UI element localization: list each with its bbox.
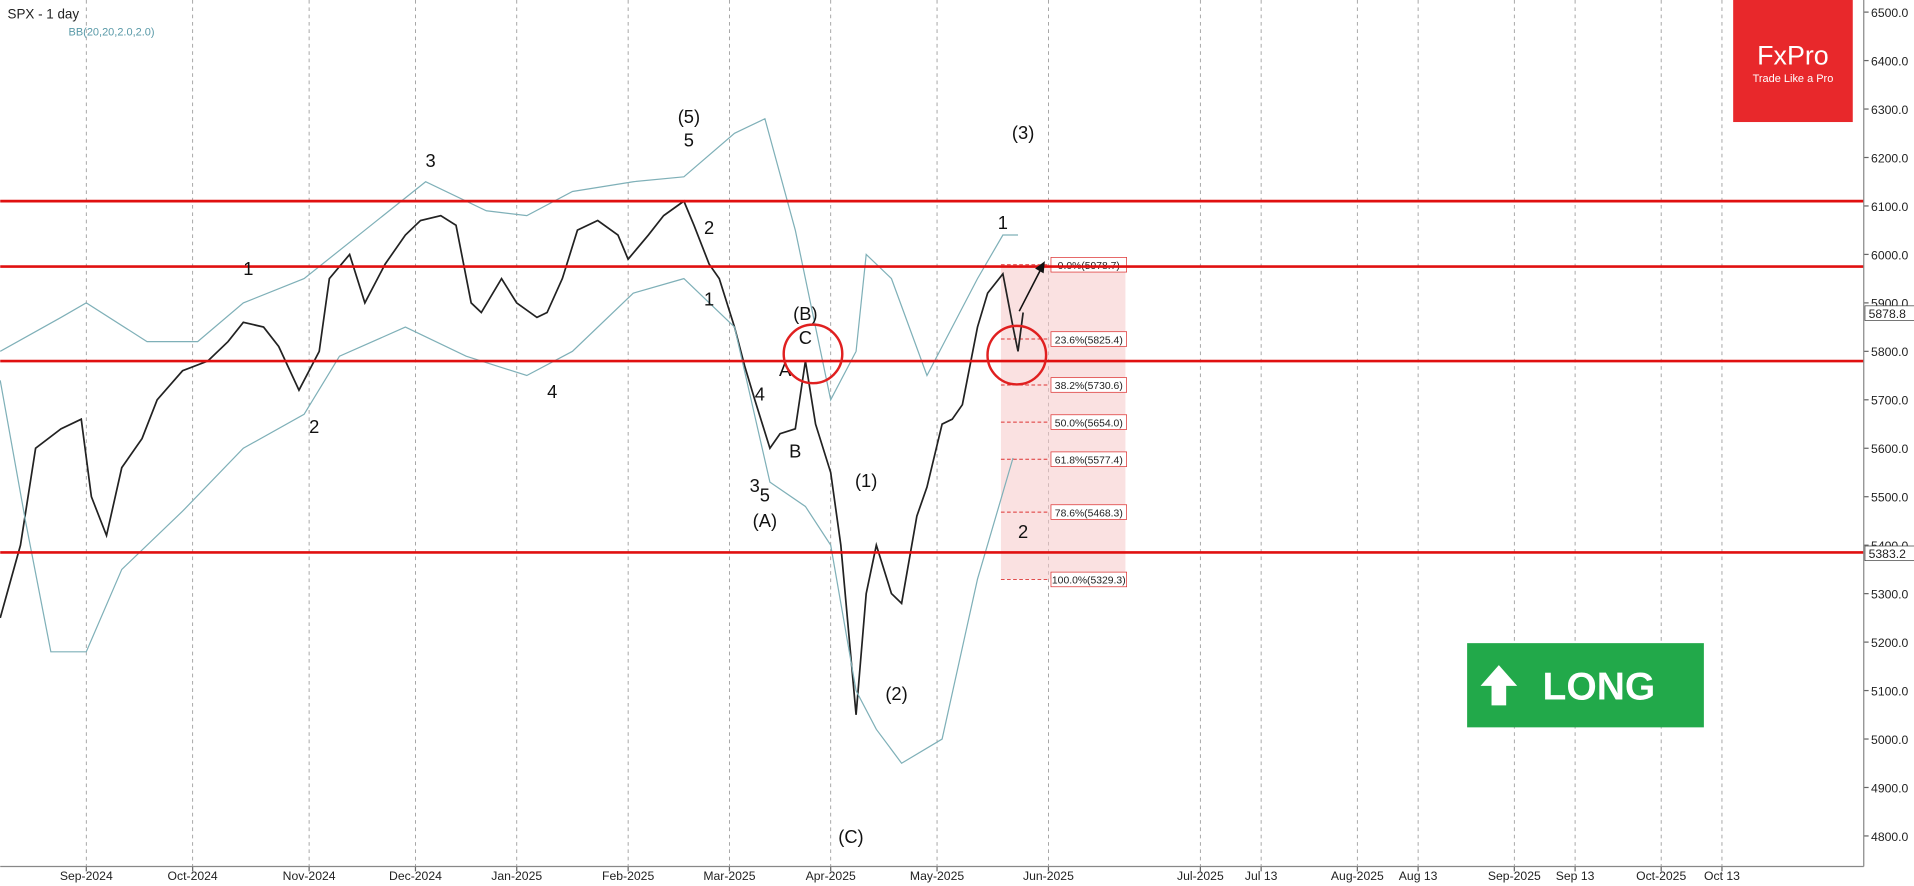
x-tick-label: Oct-2024 (168, 869, 218, 883)
wave-label: 1 (998, 212, 1008, 233)
bollinger-band (0, 117, 1019, 402)
price-tag-box (1864, 545, 1914, 562)
signal-arrow (1480, 665, 1518, 706)
x-tick-label: Oct 13 (1704, 869, 1740, 883)
wave-label: B (789, 440, 801, 461)
wave-label: 3 (750, 475, 760, 496)
fib-label-box (1050, 571, 1127, 588)
x-tick-label: Jun-2025 (1023, 869, 1074, 883)
y-tick-label: 5000.0 (1871, 733, 1908, 747)
wave-label: 1 (704, 288, 714, 309)
fib-label: 61.8%(5577.4) (1055, 455, 1123, 466)
y-tick-label: 5800.0 (1871, 345, 1908, 359)
wave-label: (B) (793, 303, 817, 324)
y-tick-label: 4800.0 (1871, 830, 1908, 844)
y-tick-label: 6100.0 (1871, 200, 1908, 214)
wave-label: 2 (704, 217, 714, 238)
signal-label: LONG (1543, 665, 1656, 708)
x-tick-label: Mar-2025 (703, 869, 755, 883)
x-tick-label: May-2025 (910, 869, 964, 883)
x-tick-label: Jul-2025 (1177, 869, 1224, 883)
wave-label: 4 (755, 383, 765, 404)
fib-label: 50.0%(5654.0) (1055, 418, 1123, 429)
fib-label-box (1050, 414, 1127, 430)
x-tick-label: Apr-2025 (806, 869, 856, 883)
y-tick-label: 6300.0 (1871, 103, 1908, 117)
wave-label: 2 (309, 416, 319, 437)
bollinger-band (0, 277, 1014, 765)
y-tick-label: 5200.0 (1871, 636, 1908, 650)
fib-label-box (1050, 504, 1127, 520)
fib-label-box (1050, 257, 1127, 273)
price-line (0, 199, 1024, 715)
wave-label: C (799, 327, 812, 348)
x-tick-label: Sep-2025 (1488, 869, 1541, 883)
y-tick-label: 5300.0 (1871, 588, 1908, 602)
x-tick-label: Nov-2024 (283, 869, 336, 883)
wave-label: (C) (838, 826, 863, 847)
logo-text: FxPro (1757, 41, 1829, 71)
chart-title: SPX - 1 day (8, 6, 80, 21)
x-tick-label: Dec-2024 (389, 869, 442, 883)
fib-label-box (1050, 451, 1127, 467)
wave-label: 3 (426, 150, 436, 171)
y-tick-label: 4900.0 (1871, 781, 1908, 795)
price-tag-box (1864, 305, 1914, 321)
wave-label: 4 (547, 381, 557, 402)
x-tick-label: Feb-2025 (602, 869, 654, 883)
x-tick-label: Oct-2025 (1636, 869, 1686, 883)
x-tick-label: Sep 13 (1556, 869, 1595, 883)
logo-slogan: Trade Like a Pro (1753, 73, 1834, 85)
fib-label: 100.0%(5329.3) (1052, 576, 1126, 587)
y-tick-label: 5500.0 (1871, 491, 1908, 505)
wave-label: (A) (753, 510, 777, 531)
y-tick-label: 5600.0 (1871, 442, 1908, 456)
y-tick-label: 6000.0 (1871, 248, 1908, 262)
x-tick-label: Sep-2024 (60, 869, 113, 883)
fib-label: 23.6%(5825.4) (1055, 335, 1123, 346)
price-tag: 5878.8 (1869, 307, 1906, 321)
y-tick-label: 5700.0 (1871, 394, 1908, 408)
wave-label: (3) (1012, 122, 1034, 143)
fib-label-box (1050, 331, 1127, 347)
wave-label: 1 (243, 258, 253, 279)
wave-label: (1) (855, 470, 877, 491)
x-tick-label: Aug 13 (1399, 869, 1438, 883)
wave-label: 5 (684, 129, 694, 150)
wave-label: 5 (760, 485, 770, 506)
logo-box (1733, 0, 1853, 123)
fib-label: 38.2%(5730.6) (1055, 381, 1123, 392)
y-tick-label: 5100.0 (1871, 684, 1908, 698)
fib-label: 78.6%(5468.3) (1055, 508, 1123, 519)
highlight-circle (986, 324, 1048, 386)
x-tick-label: Jan-2025 (491, 869, 542, 883)
wave-label: (2) (885, 683, 907, 704)
y-tick-label: 6500.0 (1871, 6, 1908, 20)
highlight-circle (782, 323, 844, 385)
price-tag: 5383.2 (1869, 547, 1906, 561)
projection-arrow (1018, 268, 1042, 312)
indicator-label: BB(20,20,2.0,2.0) (69, 26, 155, 38)
wave-label: (5) (678, 106, 700, 127)
wave-label: 2 (1018, 521, 1028, 542)
y-tick-label: 6400.0 (1871, 54, 1908, 68)
y-tick-label: 6200.0 (1871, 151, 1908, 165)
fib-label-box (1050, 377, 1127, 393)
arrow-head (1035, 261, 1045, 274)
x-tick-label: Jul 13 (1245, 869, 1278, 883)
x-tick-label: Aug-2025 (1331, 869, 1384, 883)
wave-label: A (779, 359, 792, 380)
